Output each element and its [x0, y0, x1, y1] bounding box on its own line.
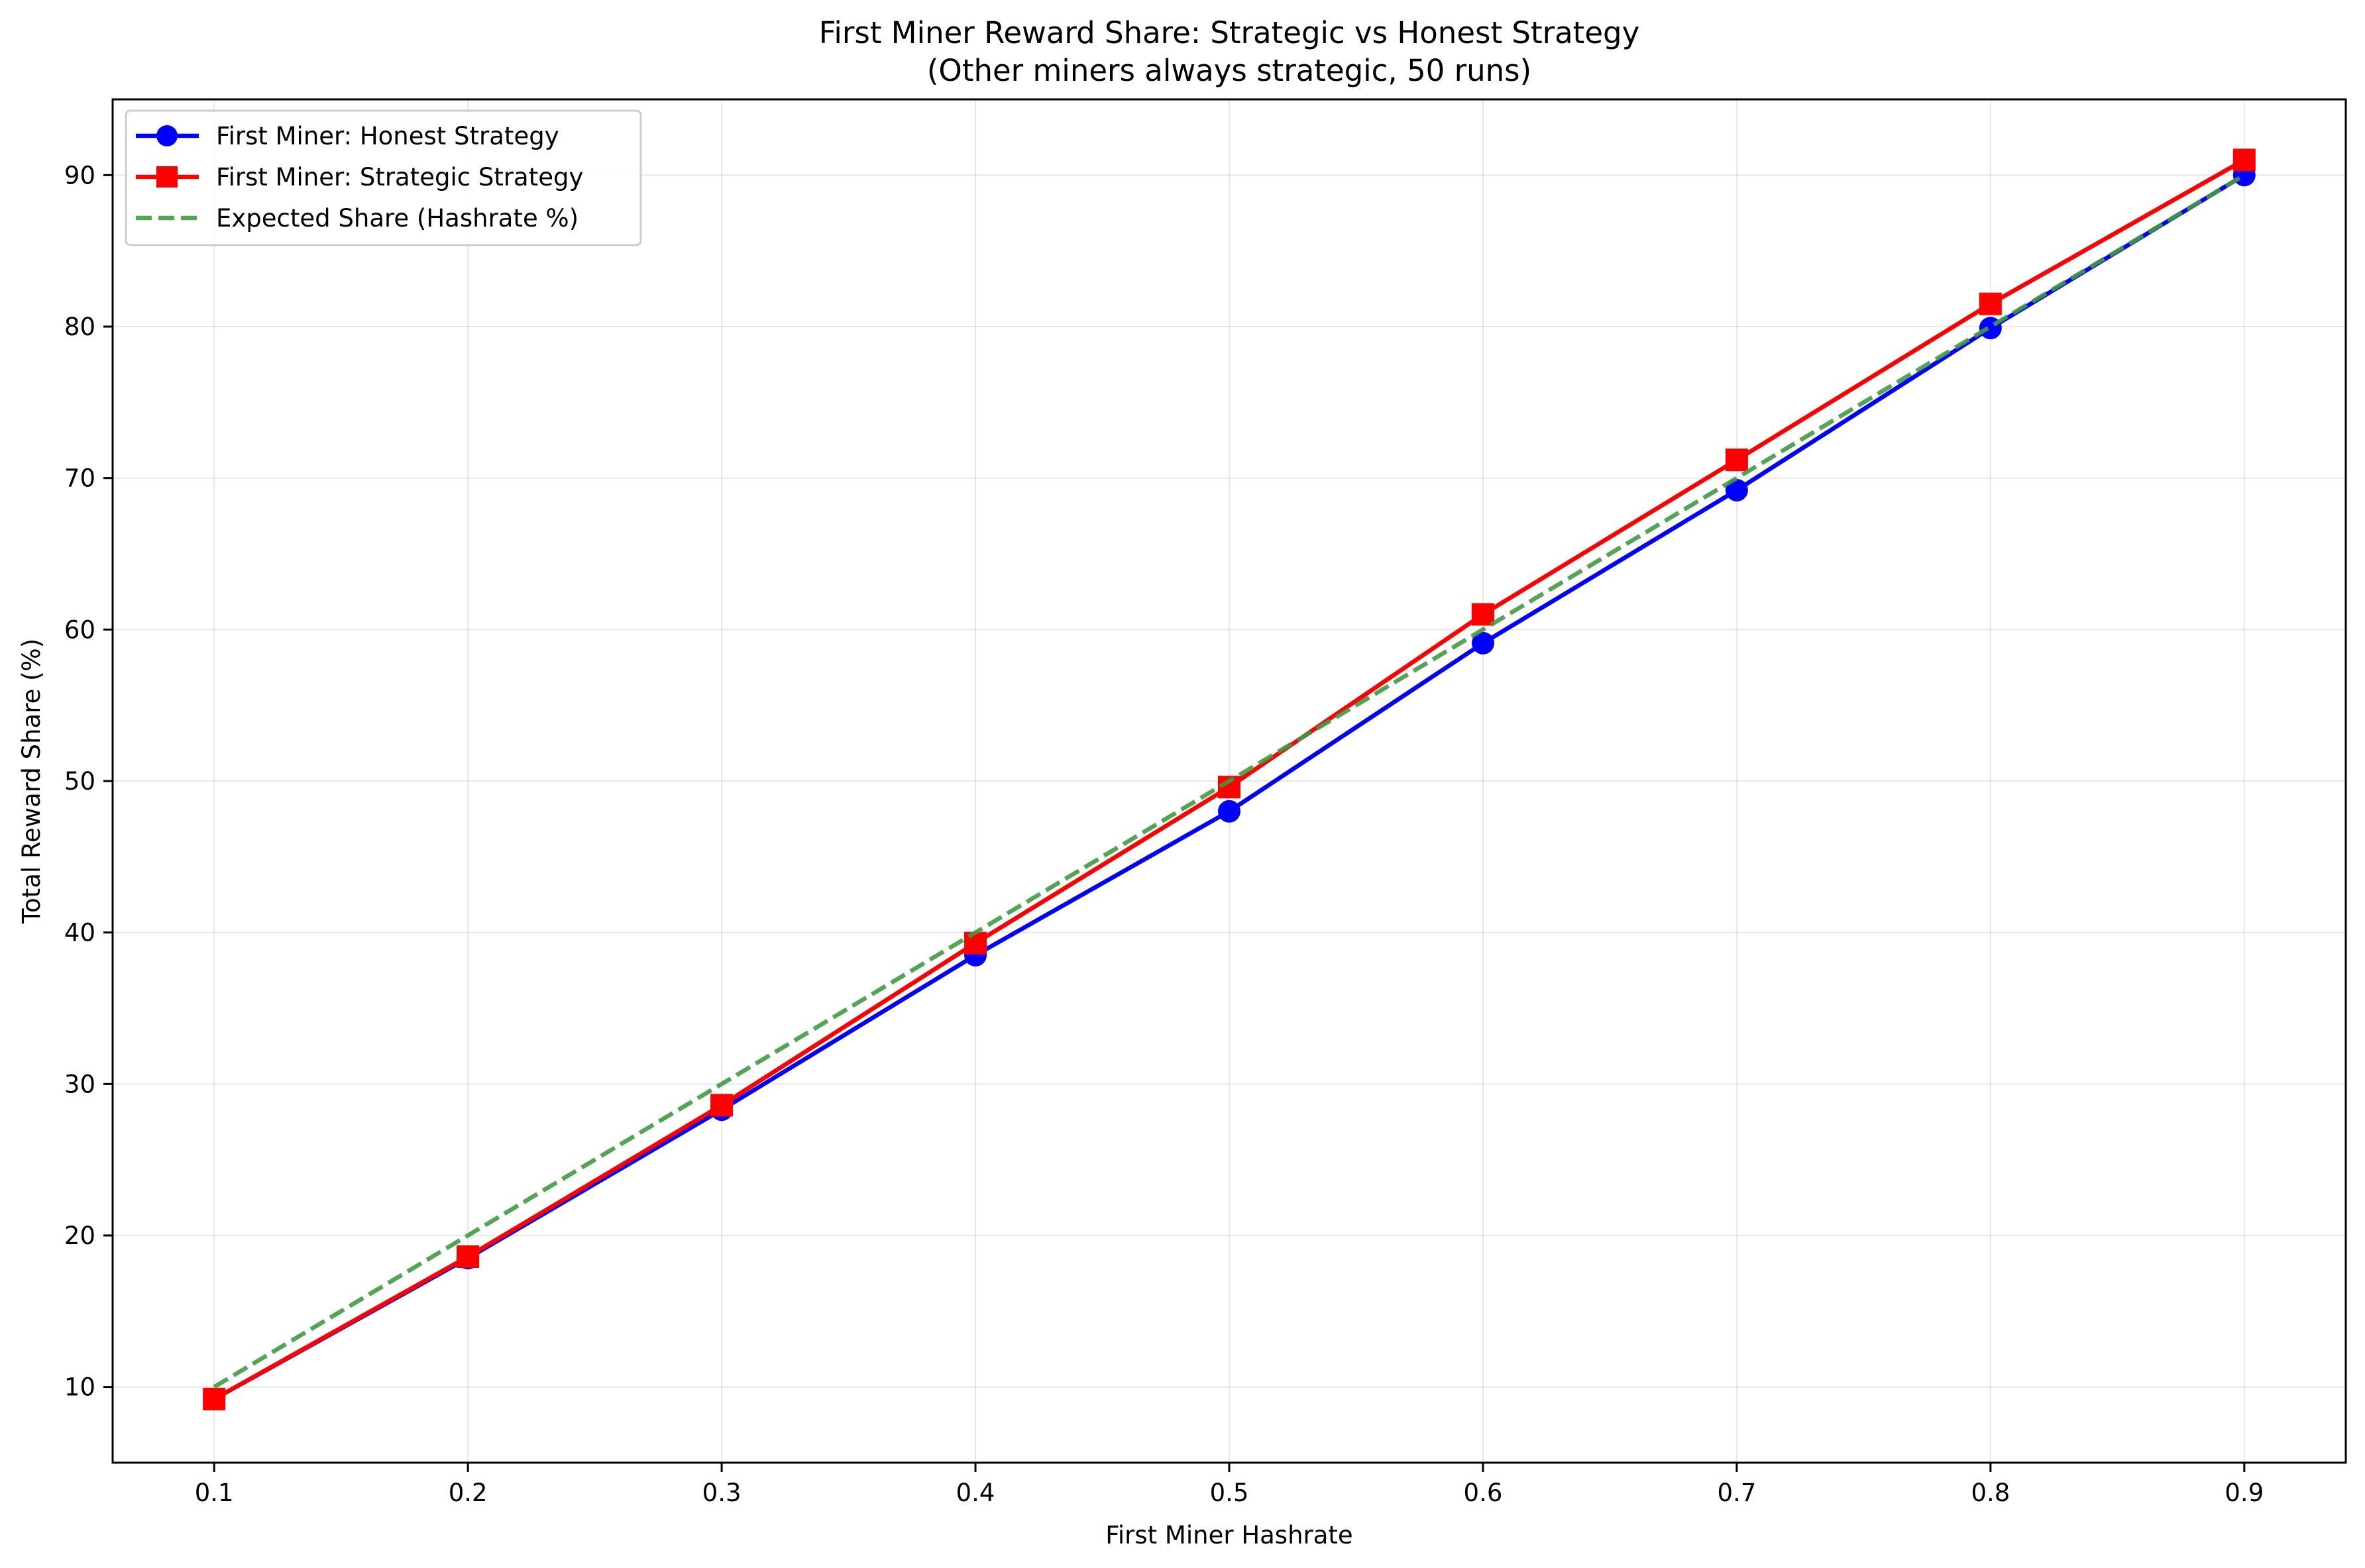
ticks: 0.1 0.2 0.3 0.4 0.5 0.6 0.7 0.8 0.9 10 20 30 40 50 60 7…: [64, 161, 2264, 1507]
y-tick-label: 90: [64, 161, 95, 189]
data-point-strategic: [457, 1245, 480, 1269]
x-tick-label: 0.4: [956, 1479, 995, 1507]
data-point-honest: [1471, 631, 1494, 654]
x-tick-label: 0.8: [1971, 1479, 2010, 1507]
data-point-strategic: [1725, 448, 1748, 472]
data-point-strategic: [2232, 148, 2256, 172]
y-tick-label: 10: [64, 1373, 95, 1402]
y-axis-label: Total Reward Share (%): [17, 639, 46, 924]
legend-marker-honest: [156, 125, 178, 146]
series-layer: [203, 148, 2256, 1410]
x-tick-label: 0.1: [195, 1479, 234, 1507]
x-tick-label: 0.6: [1464, 1479, 1503, 1507]
y-tick-label: 30: [64, 1070, 95, 1098]
y-tick-label: 60: [64, 615, 95, 644]
legend-label-honest: First Miner: Honest Strategy: [216, 122, 559, 150]
y-tick-label: 70: [64, 464, 95, 493]
y-tick-label: 40: [64, 919, 95, 947]
legend-label-strategic: First Miner: Strategic Strategy: [216, 163, 583, 191]
legend-symbols: [136, 125, 199, 221]
data-point-strategic: [203, 1387, 226, 1410]
x-tick-label: 0.2: [449, 1479, 488, 1507]
data-point-strategic: [964, 931, 987, 955]
x-axis-label: First Miner Hashrate: [1105, 1521, 1352, 1549]
data-point-honest: [1218, 800, 1240, 823]
legend-marker-strategic: [156, 166, 178, 187]
legend: First Miner: Honest Strategy First Miner…: [125, 109, 642, 246]
legend-label-expected: Expected Share (Hashrate %): [216, 204, 578, 233]
x-tick-label: 0.5: [1210, 1479, 1249, 1507]
x-tick-label: 0.9: [2225, 1479, 2264, 1507]
data-point-honest: [1725, 478, 1748, 501]
chart-subtitle: (Other miners always strategic, 50 runs): [927, 53, 1531, 88]
y-tick-label: 20: [64, 1222, 95, 1250]
chart-title: First Miner Reward Share: Strategic vs H…: [819, 15, 1639, 50]
x-tick-label: 0.3: [702, 1479, 742, 1507]
data-point-strategic: [710, 1094, 734, 1117]
x-tick-label: 0.7: [1717, 1479, 1756, 1507]
y-tick-label: 80: [64, 313, 95, 341]
legend-box: [125, 109, 642, 246]
y-tick-label: 50: [64, 767, 95, 796]
data-point-strategic: [1471, 603, 1494, 626]
data-point-strategic: [1979, 292, 2002, 315]
series-line-expected: [213, 173, 2246, 1389]
